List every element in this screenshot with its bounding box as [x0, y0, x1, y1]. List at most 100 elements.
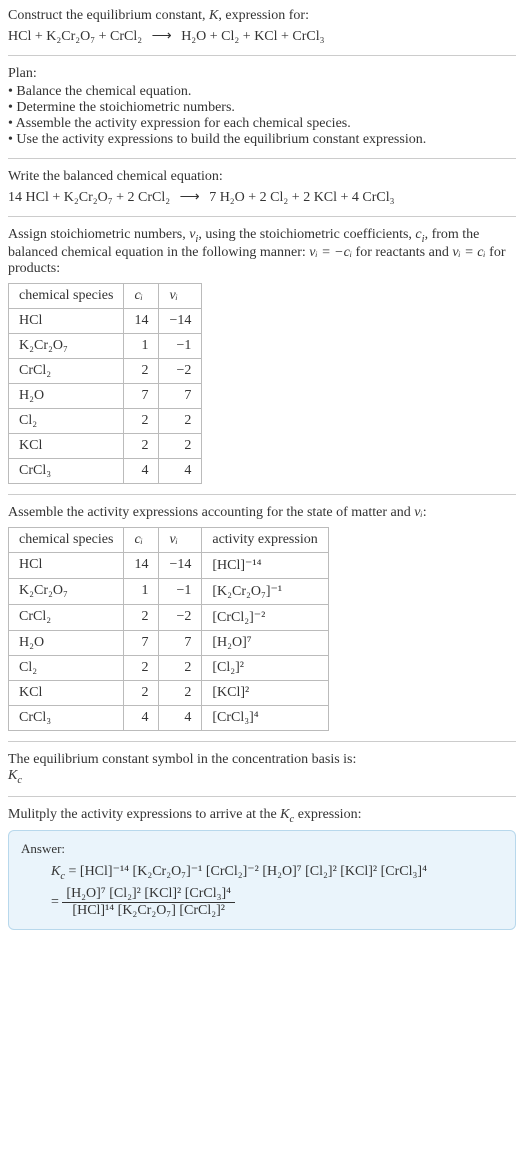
- fraction-numerator: [H₂O]⁷ [Cl₂]² [KCl]² [CrCl₃]⁴: [62, 886, 235, 903]
- nui-cell: 2: [159, 680, 202, 705]
- nui-cell: 4: [159, 458, 202, 483]
- arrow-icon: ⟶: [174, 190, 206, 205]
- plan-title: Plan:: [8, 66, 516, 82]
- activity-cell: [HCl]⁻¹⁴: [202, 552, 328, 578]
- plan-section: Plan: Balance the chemical equation. Det…: [8, 66, 516, 148]
- species-cell: CrCl₃: [9, 705, 124, 730]
- ci-cell: 2: [124, 655, 159, 680]
- eq-rhs: H₂O + Cl₂ + KCl + CrCl₃: [181, 29, 324, 44]
- divider: [8, 158, 516, 159]
- answer-expression: Kc = [HCl]⁻¹⁴ [K₂Cr₂O₇]⁻¹ [CrCl₂]⁻² [H₂O…: [21, 863, 503, 919]
- nui-cell: −1: [159, 333, 202, 358]
- eqconst-text: The equilibrium constant symbol in the c…: [8, 752, 516, 768]
- eq-prefix: =: [51, 895, 62, 910]
- nui-cell: 2: [159, 655, 202, 680]
- balanced-lhs: 14 HCl + K₂Cr₂O₇ + 2 CrCl₂: [8, 190, 170, 205]
- balanced-title: Write the balanced chemical equation:: [8, 169, 516, 185]
- nui-cell: 2: [159, 408, 202, 433]
- fraction: [H₂O]⁷ [Cl₂]² [KCl]² [CrCl₃]⁴ [HCl]¹⁴ [K…: [62, 886, 235, 919]
- table-header-row: chemical species cᵢ νᵢ: [9, 283, 202, 308]
- table-row: CrCl₃44[CrCl₃]⁴: [9, 705, 329, 730]
- species-cell: Cl₂: [9, 408, 124, 433]
- fraction-denominator: [HCl]¹⁴ [K₂Cr₂O₇] [CrCl₂]²: [62, 903, 235, 919]
- divider: [8, 494, 516, 495]
- stoichiometry-table: chemical species cᵢ νᵢ HCl14−14 K₂Cr₂O₇1…: [8, 283, 202, 484]
- table-row: CrCl₂2−2: [9, 358, 202, 383]
- species-cell: CrCl₂: [9, 358, 124, 383]
- nui-cell: 7: [159, 383, 202, 408]
- table-header: νᵢ: [159, 283, 202, 308]
- multiply-text: expression:: [294, 807, 361, 822]
- species-cell: KCl: [9, 680, 124, 705]
- plan-item: Use the activity expressions to build th…: [8, 132, 516, 148]
- divider: [8, 216, 516, 217]
- divider: [8, 796, 516, 797]
- species-cell: CrCl₃: [9, 458, 124, 483]
- table-row: KCl22[KCl]²: [9, 680, 329, 705]
- nui-cell: 7: [159, 630, 202, 655]
- plan-item: Determine the stoichiometric numbers.: [8, 100, 516, 116]
- table-row: HCl14−14: [9, 308, 202, 333]
- assign-section: Assign stoichiometric numbers, νi, using…: [8, 227, 516, 277]
- balanced-rhs: 7 H₂O + 2 Cl₂ + 2 KCl + 4 CrCl₃: [209, 190, 394, 205]
- answer-line1: = [HCl]⁻¹⁴ [K₂Cr₂O₇]⁻¹ [CrCl₂]⁻² [H₂O]⁷ …: [65, 864, 427, 879]
- activity-cell: [CrCl₂]⁻²: [202, 604, 328, 630]
- table-row: Cl₂22[Cl₂]²: [9, 655, 329, 680]
- balanced-section: Write the balanced chemical equation: 14…: [8, 169, 516, 206]
- table-header: chemical species: [9, 283, 124, 308]
- table-row: HCl14−14[HCl]⁻¹⁴: [9, 552, 329, 578]
- multiply-section: Mulitply the activity expressions to arr…: [8, 807, 516, 825]
- table-header: activity expression: [202, 527, 328, 552]
- answer-fraction-row: = [H₂O]⁷ [Cl₂]² [KCl]² [CrCl₃]⁴ [HCl]¹⁴ …: [51, 886, 503, 919]
- plan-item: Assemble the activity expression for eac…: [8, 116, 516, 132]
- activity-cell: [Cl₂]²: [202, 655, 328, 680]
- ci-cell: 7: [124, 383, 159, 408]
- ci-cell: 1: [124, 333, 159, 358]
- table-header-row: chemical species cᵢ νᵢ activity expressi…: [9, 527, 329, 552]
- nui-cell: −14: [159, 308, 202, 333]
- intro-text-1: Construct the equilibrium constant,: [8, 8, 209, 23]
- kc-K: K: [8, 768, 17, 783]
- nui-cell: −14: [159, 552, 202, 578]
- kc-K: K: [51, 864, 60, 879]
- table-row: H₂O77[H₂O]⁷: [9, 630, 329, 655]
- species-cell: HCl: [9, 552, 124, 578]
- table-row: Cl₂22: [9, 408, 202, 433]
- ci-cell: 2: [124, 433, 159, 458]
- species-cell: CrCl₂: [9, 604, 124, 630]
- activity-cell: [K₂Cr₂O₇]⁻¹: [202, 578, 328, 604]
- activity-cell: [H₂O]⁷: [202, 630, 328, 655]
- activity-table: chemical species cᵢ νᵢ activity expressi…: [8, 527, 329, 731]
- assign-text: Assign stoichiometric numbers,: [8, 227, 189, 242]
- kc-K: K: [280, 807, 289, 822]
- table-row: CrCl₃44: [9, 458, 202, 483]
- assign-text: for reactants and: [352, 245, 452, 260]
- kc-sub: c: [17, 775, 22, 786]
- ci-cell: 2: [124, 358, 159, 383]
- table-row: K₂Cr₂O₇1−1[K₂Cr₂O₇]⁻¹: [9, 578, 329, 604]
- ci-cell: 2: [124, 408, 159, 433]
- unbalanced-equation: HCl + K₂Cr₂O₇ + CrCl₂ ⟶ H₂O + Cl₂ + KCl …: [8, 28, 516, 45]
- nui-cell: −2: [159, 358, 202, 383]
- ci-cell: 14: [124, 308, 159, 333]
- ci-cell: 7: [124, 630, 159, 655]
- species-cell: H₂O: [9, 630, 124, 655]
- assemble-text: :: [423, 505, 427, 520]
- eq-lhs: HCl + K₂Cr₂O₇ + CrCl₂: [8, 29, 142, 44]
- ci-cell: 4: [124, 458, 159, 483]
- species-cell: K₂Cr₂O₇: [9, 333, 124, 358]
- relation-1: νᵢ = −cᵢ: [309, 245, 352, 260]
- species-cell: HCl: [9, 308, 124, 333]
- ci-cell: 14: [124, 552, 159, 578]
- table-row: KCl22: [9, 433, 202, 458]
- ci-cell: 2: [124, 680, 159, 705]
- nui-cell: 4: [159, 705, 202, 730]
- nu-symbol: νᵢ: [414, 505, 422, 520]
- table-header: cᵢ: [124, 283, 159, 308]
- assemble-section: Assemble the activity expressions accoun…: [8, 505, 516, 521]
- answer-label: Answer:: [21, 841, 503, 857]
- plan-item: Balance the chemical equation.: [8, 84, 516, 100]
- activity-cell: [KCl]²: [202, 680, 328, 705]
- relation-2: νᵢ = cᵢ: [452, 245, 485, 260]
- nui-cell: 2: [159, 433, 202, 458]
